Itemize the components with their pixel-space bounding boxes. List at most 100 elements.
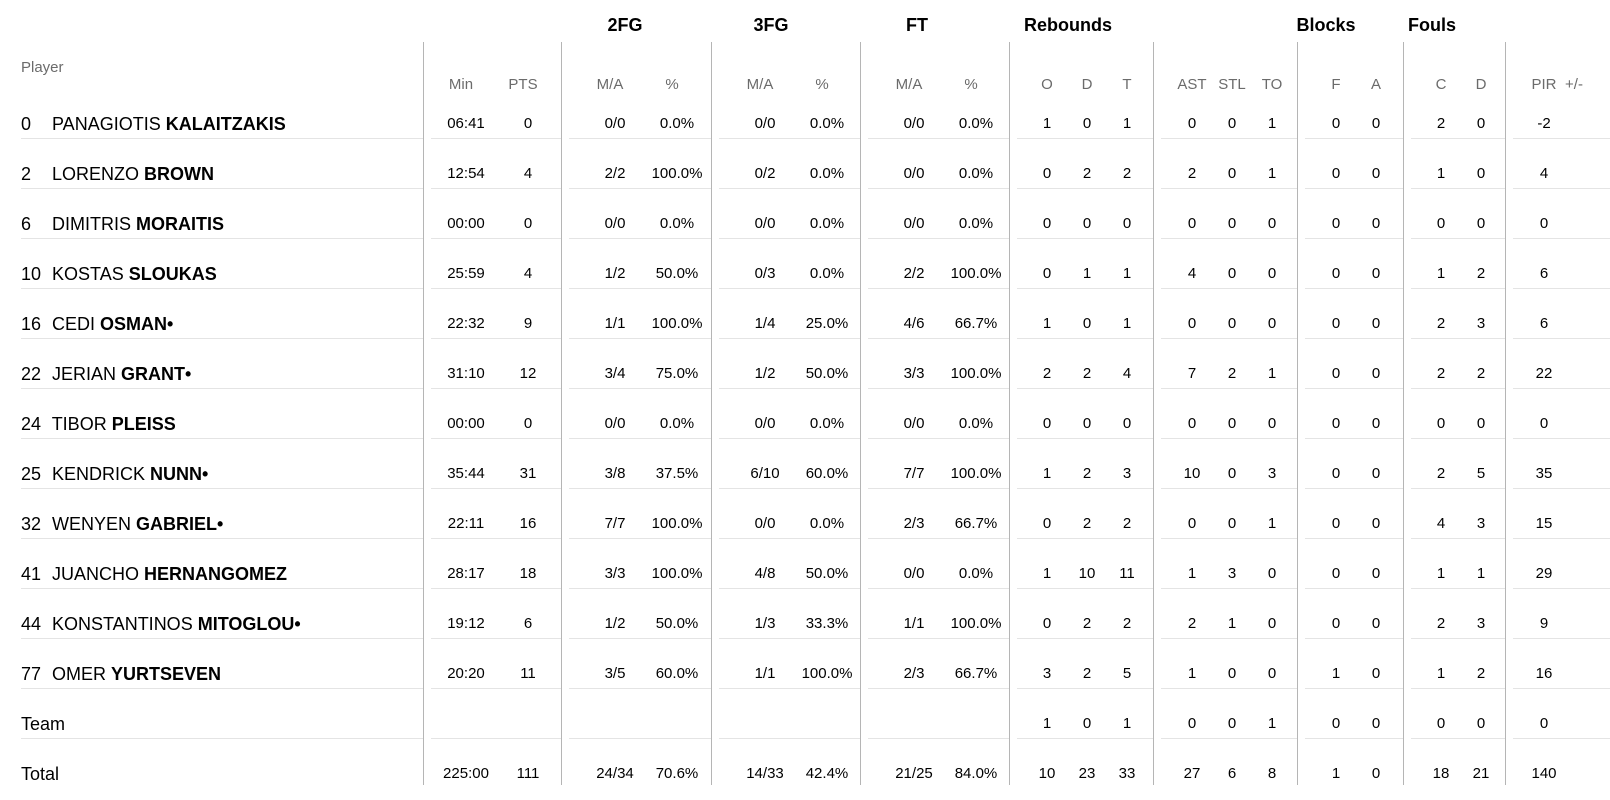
player-name-link[interactable]: 25 KENDRICK NUNN• (21, 464, 208, 485)
row-divider (1411, 288, 1505, 289)
row-divider (868, 688, 1009, 689)
row-divider (1161, 338, 1297, 339)
cell-assists: 0 (1187, 515, 1197, 532)
player-last-name: HERNANGOMEZ (144, 564, 288, 584)
cell-steals: 0 (1227, 665, 1237, 682)
player-first-name: CEDI (52, 314, 96, 334)
row-divider (1411, 138, 1505, 139)
cell-blocks-against: 0 (1371, 415, 1381, 432)
group-header-blocks: Blocks (1296, 15, 1356, 35)
player-name-link[interactable]: 2 LORENZO BROWN (21, 164, 214, 185)
cell-fouls-committed: 1 (1436, 565, 1446, 582)
cell-fouls-drawn: 3 (1476, 615, 1486, 632)
cell-ft-pct: 100.0% (950, 465, 1002, 482)
row-divider (719, 188, 860, 189)
player-number: 24 (21, 414, 42, 434)
cell-fg3-pct: 100.0% (801, 665, 853, 682)
cell-fg2-pct: 0.0% (659, 115, 695, 132)
cell-fg2-pct: 0.0% (659, 415, 695, 432)
table-row[interactable]: 10 KOSTAS SLOUKAS 25:59 4 1/2 50.0% 0/3 0.0% 2/… (0, 250, 1610, 300)
cell-defensive-rebounds: 2 (1082, 615, 1092, 632)
cell-total-rebounds: 0 (1122, 415, 1132, 432)
row-divider (431, 488, 561, 489)
cell-total-rebounds: 11 (1119, 565, 1135, 582)
cell-pir: 15 (1535, 515, 1553, 532)
table-row[interactable]: 32 WENYEN GABRIEL• 22:11 16 7/7 100.0% 0/0 0.0… (0, 500, 1610, 550)
cell-fg2-made-attempted: 1/2 (604, 265, 626, 282)
player-name-link[interactable]: 41 JUANCHO HERNANGOMEZ (21, 564, 287, 585)
row-divider (1411, 588, 1505, 589)
player-name-link[interactable]: 10 KOSTAS SLOUKAS (21, 264, 217, 285)
table-row[interactable]: 16 CEDI OSMAN• 22:32 9 1/1 100.0% 1/4 25.0% 4/6… (0, 300, 1610, 350)
row-divider (1161, 538, 1297, 539)
cell-fouls-committed: 2 (1436, 615, 1446, 632)
cell-total-rebounds: 3 (1122, 465, 1132, 482)
player-last-name: YURTSEVEN (111, 664, 222, 684)
cell-fouls-committed: 2 (1436, 315, 1446, 332)
row-divider (1305, 588, 1403, 589)
player-name-link[interactable]: 44 KONSTANTINOS MITOGLOU• (21, 614, 301, 635)
player-name-link[interactable]: 22 JERIAN GRANT• (21, 364, 191, 385)
player-name-link[interactable]: 32 WENYEN GABRIEL• (21, 514, 223, 535)
row-divider (1305, 138, 1403, 139)
cell-fg2-made-attempted: 24/34 (596, 765, 634, 782)
cell-assists: 0 (1187, 415, 1197, 432)
table-row[interactable]: 25 KENDRICK NUNN• 35:44 31 3/8 37.5% 6/10 60.0… (0, 450, 1610, 500)
cell-minutes: 00:00 (447, 415, 485, 432)
table-row[interactable]: 24 TIBOR PLEISS 00:00 0 0/0 0.0% 0/0 0.0% 0/0 0.… (0, 400, 1610, 450)
table-row[interactable]: 2 LORENZO BROWN 12:54 4 2/2 100.0% 0/2 0.0% 0/0… (0, 150, 1610, 200)
cell-points: 18 (519, 565, 537, 582)
cell-fouls-committed: 0 (1436, 215, 1446, 232)
player-number: 25 (21, 464, 42, 484)
cell-fouls-committed: 4 (1436, 515, 1446, 532)
cell-fg2-made-attempted: 3/3 (604, 565, 626, 582)
column-divider (423, 42, 424, 785)
player-name-link[interactable]: 0 PANAGIOTIS KALAITZAKIS (21, 114, 286, 135)
cell-ft-made-attempted: 0/0 (903, 115, 925, 132)
cell-ft-made-attempted: 1/1 (903, 615, 925, 632)
row-divider (21, 638, 423, 639)
cell-fg2-made-attempted: 3/4 (604, 365, 626, 382)
row-divider (21, 388, 423, 389)
table-row[interactable]: 77 OMER YURTSEVEN 20:20 11 3/5 60.0% 1/1 100.0… (0, 650, 1610, 700)
cell-fg2-pct: 100.0% (651, 315, 703, 332)
player-name-link[interactable]: 16 CEDI OSMAN• (21, 314, 173, 335)
player-name-link[interactable]: 6 DIMITRIS MORAITIS (21, 214, 224, 235)
column-header-defensive-rebounds: D (1081, 76, 1093, 93)
column-header-pts: PTS (508, 76, 538, 93)
table-row[interactable]: 41 JUANCHO HERNANGOMEZ 28:17 18 3/3 100.0% 4/… (0, 550, 1610, 600)
cell-ft-pct: 84.0% (954, 765, 998, 782)
cell-offensive-rebounds: 1 (1042, 315, 1052, 332)
player-first-name: PANAGIOTIS (52, 114, 161, 134)
cell-ft-made-attempted: 0/0 (903, 165, 925, 182)
column-header-plus-minus: +/- (1565, 76, 1583, 93)
cell-blocks-favor: 0 (1331, 215, 1341, 232)
row-divider (1513, 188, 1610, 189)
table-row[interactable]: 6 DIMITRIS MORAITIS 00:00 0 0/0 0.0% 0/0 0.0% 0… (0, 200, 1610, 250)
cell-blocks-against: 0 (1371, 565, 1381, 582)
cell-defensive-rebounds: 23 (1078, 765, 1096, 782)
row-divider (1305, 738, 1403, 739)
row-divider (569, 588, 711, 589)
player-name-link[interactable]: 77 OMER YURTSEVEN (21, 664, 221, 685)
table-row[interactable]: 0 PANAGIOTIS KALAITZAKIS 06:41 0 0/0 0.0% 0/0… (0, 100, 1610, 150)
row-divider (1305, 488, 1403, 489)
row-divider (868, 738, 1009, 739)
cell-ft-made-attempted: 2/2 (903, 265, 925, 282)
cell-fouls-drawn: 0 (1476, 715, 1486, 732)
cell-offensive-rebounds: 1 (1042, 115, 1052, 132)
cell-fg3-made-attempted: 1/1 (754, 665, 776, 682)
player-first-name: WENYEN (52, 514, 132, 534)
row-divider (569, 738, 711, 739)
cell-fg2-pct: 37.5% (655, 465, 699, 482)
cell-ft-pct: 0.0% (958, 165, 994, 182)
cell-blocks-favor: 0 (1331, 165, 1341, 182)
cell-fouls-committed: 1 (1436, 265, 1446, 282)
cell-fg3-pct: 0.0% (809, 165, 845, 182)
player-name-link[interactable]: 24 TIBOR PLEISS (21, 414, 176, 435)
table-row[interactable]: 44 KONSTANTINOS MITOGLOU• 19:12 6 1/2 50.0% 1… (0, 600, 1610, 650)
starter-marker: • (167, 314, 174, 334)
cell-fg3-pct: 50.0% (805, 365, 849, 382)
table-row[interactable]: 22 JERIAN GRANT• 31:10 12 3/4 75.0% 1/2 50.0% 3… (0, 350, 1610, 400)
cell-blocks-against: 0 (1371, 115, 1381, 132)
